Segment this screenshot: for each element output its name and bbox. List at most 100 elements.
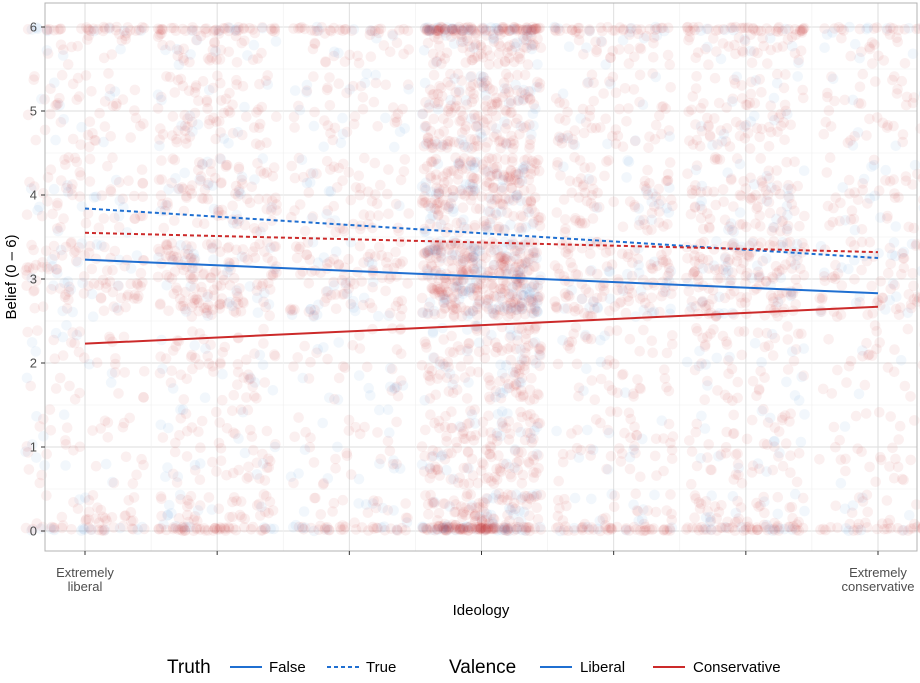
scatter-point [29, 285, 40, 296]
scatter-point [606, 488, 618, 500]
scatter-point [156, 510, 167, 522]
scatter-point [293, 243, 305, 255]
scatter-point [232, 359, 244, 370]
scatter-point [373, 24, 385, 35]
scatter-point [818, 128, 830, 140]
scatter-point [592, 268, 603, 280]
scatter-point [236, 251, 248, 262]
scatter-point [629, 440, 640, 452]
scatter-point [693, 21, 704, 33]
scatter-point [212, 280, 223, 291]
scatter-point [337, 175, 348, 186]
scatter-point [437, 449, 448, 461]
scatter-point [66, 236, 77, 248]
scatter-point [170, 282, 182, 294]
scatter-point [702, 452, 713, 463]
scatter-point [259, 246, 270, 257]
scatter-point [374, 404, 385, 416]
scatter-point [496, 406, 508, 417]
scatter-point [366, 302, 378, 314]
scatter-point [458, 426, 469, 437]
scatter-point [442, 520, 453, 531]
scatter-point [506, 24, 517, 36]
scatter-point [223, 522, 234, 533]
scatter-point [59, 277, 70, 289]
scatter-point [515, 301, 526, 312]
scatter-point [215, 178, 227, 189]
scatter-point [346, 25, 358, 37]
scatter-point [189, 254, 200, 266]
scatter-point [619, 83, 631, 94]
scatter-point [835, 477, 847, 489]
scatter-point [153, 523, 165, 535]
scatter-point [460, 433, 471, 445]
scatter-point [119, 510, 131, 522]
scatter-point [438, 523, 450, 534]
scatter-point [438, 358, 449, 370]
scatter-point [162, 200, 173, 211]
scatter-point [105, 186, 117, 197]
scatter-point [432, 98, 444, 110]
scatter-point [211, 54, 222, 65]
scatter-point [387, 28, 398, 40]
scatter-point [322, 82, 333, 94]
scatter-point [895, 355, 907, 366]
scatter-point [446, 522, 458, 534]
scatter-point [495, 431, 506, 442]
scatter-point [338, 524, 350, 535]
scatter-point [516, 323, 527, 335]
scatter-point [152, 23, 164, 35]
scatter-point [242, 404, 254, 416]
scatter-point [55, 222, 66, 233]
scatter-point [233, 163, 245, 175]
scatter-point [178, 55, 190, 66]
scatter-point [646, 335, 658, 347]
scatter-point [321, 524, 333, 535]
scatter-point [181, 425, 193, 437]
scatter-point [873, 50, 884, 62]
scatter-point [703, 120, 714, 131]
scatter-point [694, 251, 705, 263]
scatter-point [154, 299, 166, 311]
scatter-point [746, 414, 758, 426]
scatter-point [319, 524, 331, 535]
scatter-point [691, 160, 703, 171]
scatter-point [174, 293, 186, 305]
scatter-point [305, 522, 317, 534]
scatter-point [399, 123, 411, 134]
scatter-point [129, 190, 140, 202]
scatter-point [501, 525, 513, 536]
scatter-point [620, 307, 632, 319]
scatter-point [48, 240, 60, 252]
scatter-point [333, 259, 345, 271]
scatter-point [264, 284, 276, 295]
scatter-point [755, 25, 767, 37]
scatter-point [365, 51, 377, 62]
scatter-point [267, 171, 279, 182]
scatter-point [652, 23, 663, 34]
scatter-point [113, 210, 125, 222]
scatter-point [528, 491, 540, 503]
scatter-point [313, 25, 325, 36]
scatter-point [341, 288, 353, 300]
scatter-point [364, 210, 376, 221]
scatter-point [250, 138, 262, 150]
scatter-point [243, 374, 255, 385]
legend-label-conservative: Conservative [693, 659, 781, 676]
scatter-point [391, 416, 402, 428]
scatter-point [456, 501, 467, 512]
scatter-point [468, 172, 480, 184]
scatter-point [85, 25, 97, 37]
scatter-point [510, 245, 521, 257]
scatter-point [623, 295, 635, 307]
scatter-point [178, 523, 189, 534]
scatter-point [515, 494, 527, 505]
scatter-point [781, 376, 792, 388]
scatter-point [184, 131, 196, 142]
scatter-point [120, 301, 131, 313]
scatter-point [77, 277, 88, 289]
scatter-point [337, 520, 348, 531]
scatter-point [586, 493, 597, 505]
scatter-point [195, 175, 206, 187]
scatter-point [293, 412, 304, 423]
